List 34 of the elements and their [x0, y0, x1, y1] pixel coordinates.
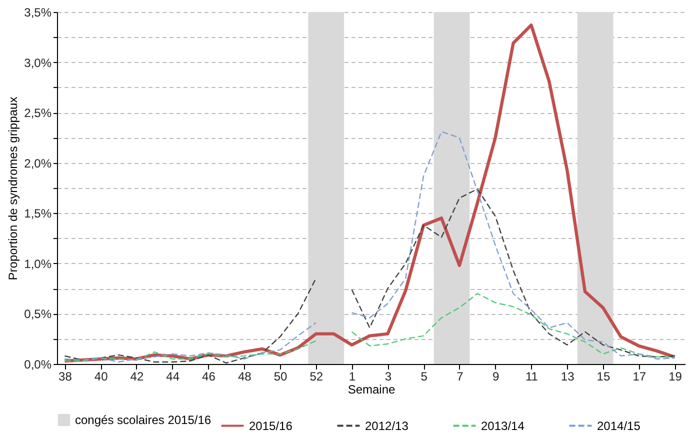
x-tick-label: 19: [668, 370, 682, 384]
x-axis-title: Semaine: [348, 382, 396, 396]
y-tick-label: 0,5%: [24, 307, 52, 322]
x-tick-label: 40: [94, 370, 108, 384]
x-tick-label: 3: [384, 370, 392, 384]
y-tick-label: 1,0%: [24, 256, 52, 271]
x-tick-label: 17: [632, 370, 646, 384]
x-tick-label: 42: [130, 370, 144, 384]
x-tick-label: 38: [58, 370, 72, 384]
legend-label: congés scolaires 2015/16: [75, 413, 212, 427]
x-tick-label: 9: [492, 370, 500, 384]
x-tick-label: 48: [238, 370, 252, 384]
y-tick-label: 0,0%: [24, 358, 52, 372]
y-tick-label: 3,0%: [24, 56, 52, 70]
legend-label: 2013/14: [481, 418, 525, 433]
x-tick-label: 44: [166, 370, 180, 384]
x-tick-label: 5: [420, 370, 428, 384]
legend-label: 2012/13: [365, 418, 409, 433]
x-tick-label: 46: [202, 370, 216, 384]
legend-label: 2014/15: [597, 418, 641, 433]
x-tick-label: 1: [348, 370, 356, 384]
y-tick-label: 2,5%: [24, 106, 52, 120]
y-tick-label: 2,0%: [24, 156, 52, 170]
x-tick-label: 15: [596, 370, 610, 384]
x-tick-label: 7: [456, 370, 464, 384]
legend-label: 2015/16: [249, 418, 293, 433]
y-tick-label: 3,5%: [24, 6, 52, 20]
x-tick-label: 13: [560, 370, 575, 384]
line-series: [63, 23, 676, 363]
x-tick-label: 52: [310, 370, 324, 384]
y-tick-label: 1,5%: [24, 206, 52, 221]
x-tick-label: 50: [274, 370, 288, 384]
x-tick-label: 11: [525, 370, 538, 384]
y-axis-title: Proportion de syndromes grippaux: [6, 96, 20, 280]
